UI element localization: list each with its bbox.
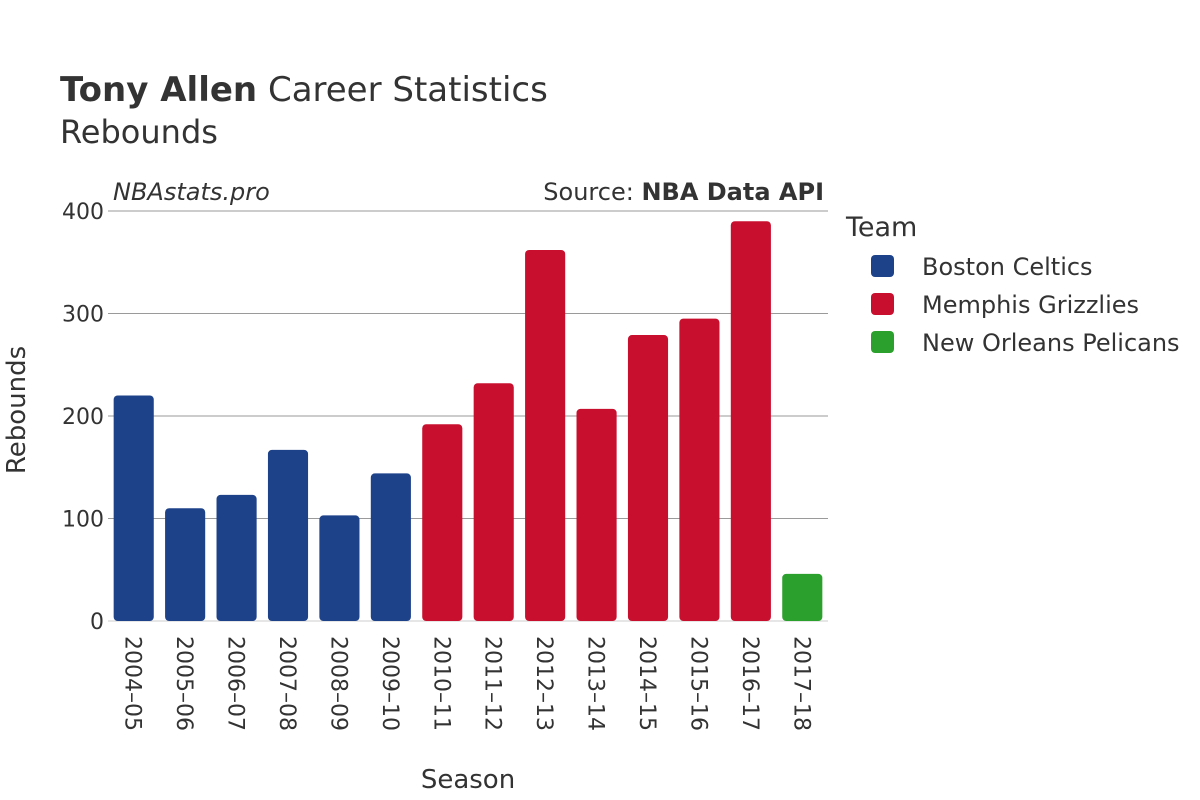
bar-2017–18	[782, 573, 823, 621]
bar-2015–16	[679, 318, 720, 621]
x-tick-label: 2005–06	[171, 636, 196, 731]
bar-2010–11	[422, 424, 463, 621]
chart-subtitle: Rebounds	[60, 113, 218, 151]
title-rest: Career Statistics	[268, 70, 548, 110]
bar-2006–07	[216, 494, 257, 621]
x-tick-label: 2011–12	[480, 636, 505, 731]
bar-2014–15	[627, 335, 669, 621]
x-tick-label: 2012–13	[531, 636, 556, 731]
bars	[113, 221, 823, 621]
bar-2011–12	[473, 383, 514, 621]
x-tick-label: 2008–09	[325, 636, 350, 731]
x-tick-label: 2015–16	[685, 636, 710, 731]
y-tick-label: 300	[62, 303, 104, 328]
y-axis-title: Rebounds	[2, 346, 32, 474]
x-tick-label: 2007–08	[274, 636, 299, 731]
legend: Boston Celtics Memphis Grizzlies New Orlea…	[871, 253, 1180, 357]
y-tick-label: 100	[62, 508, 104, 533]
watermark: NBAstats.pro	[113, 178, 270, 206]
y-axis-ticks: 0 100 200 300 400	[62, 200, 104, 635]
x-tick-label: 2013–14	[583, 636, 608, 731]
x-axis-title: Season	[421, 765, 515, 795]
legend-label: Memphis Grizzlies	[922, 291, 1139, 319]
source-prefix: Source:	[543, 178, 641, 206]
player-name: Tony Allen	[60, 70, 257, 110]
legend-swatch	[871, 293, 894, 315]
x-tick-label: 2004–05	[120, 636, 145, 731]
grid-lines	[108, 210, 828, 622]
bar-2009–10	[370, 473, 411, 621]
x-axis-ticks: 2004–05 2005–06 2006–07 2007–08 2008–09 2009–…	[120, 636, 814, 731]
bar-2013–14	[576, 408, 617, 621]
bar-2012–13	[525, 249, 566, 621]
bar-2004–05	[113, 395, 154, 621]
legend-label: Boston Celtics	[922, 253, 1093, 281]
x-tick-label: 2010–11	[428, 636, 453, 731]
x-tick-label: 2016–17	[737, 636, 762, 731]
x-tick-label: 2009–10	[377, 636, 402, 731]
bar-2007–08	[267, 449, 309, 621]
bar-2016–17	[730, 221, 771, 621]
x-tick-label: 2017–18	[788, 636, 813, 731]
x-tick-label: 2014–15	[634, 636, 659, 731]
legend-title: Team	[845, 212, 917, 243]
y-tick-label: 0	[90, 610, 104, 635]
bar-2005–06	[165, 508, 206, 621]
y-tick-label: 400	[62, 200, 104, 225]
x-tick-label: 2006–07	[223, 636, 248, 731]
chart-title: Tony Allen Career Statistics	[60, 70, 548, 110]
legend-swatch	[871, 331, 894, 353]
legend-swatch	[871, 255, 894, 277]
y-tick-label: 200	[62, 405, 104, 430]
source-credit: Source: NBA Data API	[543, 178, 824, 206]
source-name: NBA Data API	[641, 178, 824, 206]
bar-2008–09	[319, 515, 360, 621]
legend-label: New Orleans Pelicans	[922, 329, 1180, 357]
